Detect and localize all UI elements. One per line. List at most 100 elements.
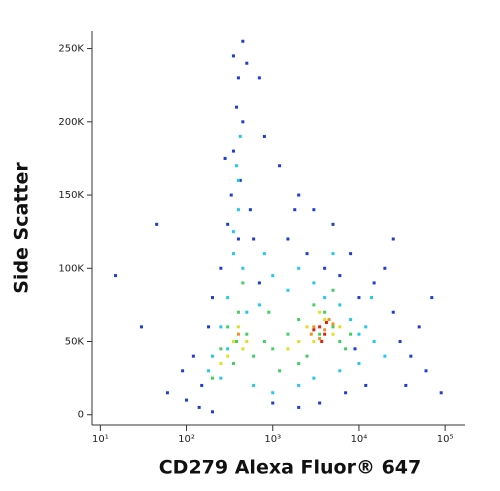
point <box>235 164 239 168</box>
point <box>207 325 211 329</box>
point <box>318 332 322 336</box>
point <box>229 193 233 197</box>
point <box>226 354 230 358</box>
point <box>219 325 223 329</box>
point <box>241 347 245 351</box>
point <box>257 281 261 285</box>
point <box>257 303 261 307</box>
point <box>191 354 195 358</box>
point <box>338 303 342 307</box>
point <box>338 274 342 278</box>
point <box>181 369 185 373</box>
point <box>210 410 214 414</box>
point <box>439 391 443 395</box>
point <box>331 325 335 329</box>
point <box>357 361 361 365</box>
point <box>391 237 395 241</box>
point <box>297 193 301 197</box>
point <box>236 178 240 182</box>
point <box>219 266 223 270</box>
point <box>338 325 342 329</box>
y-tick-label: 250K <box>58 44 84 55</box>
point <box>245 332 249 336</box>
point <box>245 340 249 344</box>
point <box>262 252 266 256</box>
point <box>271 274 275 278</box>
point <box>331 322 335 326</box>
point <box>318 310 322 314</box>
point <box>219 376 223 380</box>
point <box>327 318 331 322</box>
point <box>241 120 245 124</box>
point <box>139 325 143 329</box>
point <box>238 134 242 138</box>
point <box>241 266 245 270</box>
point <box>210 354 214 358</box>
point <box>338 340 342 344</box>
point <box>278 164 282 168</box>
point <box>344 347 348 351</box>
y-tick-label: 0 <box>78 410 84 421</box>
point <box>312 328 316 332</box>
point <box>297 318 301 322</box>
point <box>252 237 256 241</box>
point <box>417 325 421 329</box>
point <box>245 310 249 314</box>
point <box>236 208 240 212</box>
point <box>349 252 353 256</box>
point <box>323 266 327 270</box>
point <box>155 222 159 226</box>
point <box>286 237 290 241</box>
x-axis-title: CD279 Alexa Fluor® 647 <box>159 457 422 479</box>
point <box>318 337 322 341</box>
point <box>210 296 214 300</box>
point <box>226 347 230 351</box>
point <box>312 376 316 380</box>
point <box>349 332 353 336</box>
point <box>305 354 309 358</box>
point <box>236 237 240 241</box>
point <box>286 288 290 292</box>
point <box>297 383 301 387</box>
point <box>236 325 240 329</box>
point <box>331 252 335 256</box>
point <box>293 208 297 212</box>
point <box>226 222 230 226</box>
point <box>207 369 211 373</box>
point <box>236 310 240 314</box>
point <box>223 156 227 160</box>
point <box>231 230 235 234</box>
point <box>235 340 239 344</box>
point <box>323 310 327 314</box>
point <box>286 332 290 336</box>
point <box>252 354 256 358</box>
point <box>248 208 252 212</box>
point <box>312 340 316 344</box>
point <box>297 361 301 365</box>
point <box>391 310 395 314</box>
point <box>370 296 374 300</box>
point <box>297 266 301 270</box>
point <box>114 274 118 278</box>
point <box>297 340 301 344</box>
point <box>357 296 361 300</box>
x-tick-label: 10¹ <box>92 434 109 445</box>
point <box>364 325 368 329</box>
point <box>231 252 235 256</box>
x-tick-label: 10³ <box>264 434 281 445</box>
y-tick-label: 100K <box>58 263 84 274</box>
point <box>271 347 275 351</box>
point <box>226 325 230 329</box>
point <box>309 332 313 336</box>
point <box>323 296 327 300</box>
point <box>231 340 235 344</box>
point <box>357 332 361 336</box>
point <box>364 383 368 387</box>
point <box>219 347 223 351</box>
point <box>185 398 189 402</box>
y-axis-title: Side Scatter <box>11 162 33 294</box>
point <box>241 39 245 43</box>
point <box>383 266 387 270</box>
point <box>241 281 245 285</box>
